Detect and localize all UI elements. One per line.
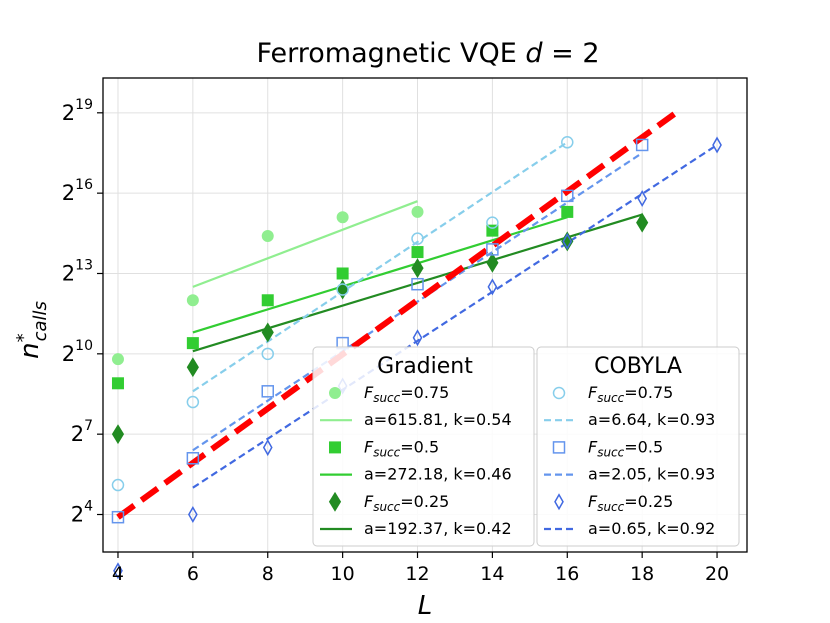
legend-cobyla-title: COBYLA — [594, 354, 682, 379]
point-g025 — [261, 322, 274, 343]
x-tick-label: 6 — [187, 563, 199, 585]
point-c025 — [187, 505, 198, 524]
fit-line-g075 — [192, 200, 418, 288]
point-c075 — [561, 136, 574, 149]
x-tick-label: 14 — [480, 563, 504, 585]
point-c025 — [262, 439, 273, 457]
point-c05 — [111, 510, 125, 524]
point-g075 — [261, 230, 274, 242]
point-c075 — [186, 395, 200, 409]
point-c05 — [486, 243, 499, 256]
x-axis-label: L — [418, 591, 433, 621]
point-g025 — [111, 424, 125, 445]
point-c05 — [186, 452, 200, 465]
point-c05 — [261, 385, 274, 398]
legend-label: a=2.05, k=0.93 — [588, 465, 715, 484]
y-tick-label: 210 — [62, 338, 93, 366]
legend-cobyla-box — [536, 346, 740, 547]
fit-line-c025 — [192, 144, 718, 489]
point-c025 — [412, 329, 423, 347]
point-g025 — [336, 279, 349, 300]
point-c025 — [113, 562, 123, 580]
legend-label: a=6.64, k=0.93 — [588, 410, 715, 429]
y-axis-label: n*calls — [13, 301, 51, 359]
legend-marker-g025 — [328, 491, 342, 512]
legend-label: a=615.81, k=0.54 — [364, 410, 512, 429]
point-g05 — [486, 224, 499, 237]
point-g05 — [561, 205, 574, 218]
point-c075 — [111, 478, 125, 492]
fit-line-g05 — [192, 216, 568, 334]
x-tick-label: 8 — [262, 563, 274, 585]
point-c025 — [712, 136, 722, 154]
x-tick-label: 10 — [331, 563, 355, 585]
point-g075 — [186, 294, 199, 307]
y-tick-label: 27 — [71, 418, 93, 446]
point-c05 — [561, 189, 574, 203]
legend-label: Fsucc=0.5 — [588, 437, 663, 459]
point-c025 — [487, 278, 498, 296]
x-tick-label: 4 — [112, 563, 124, 585]
legend-label: Fsucc=0.75 — [588, 383, 673, 405]
point-g05 — [111, 377, 124, 390]
legend-marker-g05 — [329, 441, 341, 454]
legend-label: Fsucc=0.25 — [588, 492, 673, 514]
point-c075 — [486, 216, 499, 229]
point-g025 — [411, 258, 424, 279]
legend-gradient: Gradient Fsucc=0.75 a=615.81, k=0.54 Fsucc… — [312, 346, 535, 547]
point-g05 — [186, 337, 199, 350]
legend-marker-c05 — [552, 441, 566, 454]
y-tick-label: 24 — [71, 499, 93, 527]
x-tick-label: 12 — [405, 563, 429, 585]
y-tick-label: 216 — [62, 177, 93, 205]
y-axis: 24 27 210 213 216 219 — [62, 97, 103, 527]
data-points — [111, 136, 722, 580]
plot-frame — [102, 77, 748, 553]
legend-marker-c025 — [554, 493, 564, 511]
legend-marker-g075 — [329, 387, 341, 399]
legend-label: a=0.65, k=0.92 — [588, 519, 715, 538]
fit-line-c05 — [192, 152, 643, 452]
grid — [103, 78, 747, 552]
y-tick-label: 213 — [62, 257, 93, 285]
legend-marker-c075 — [552, 386, 566, 400]
legend-gradient-box — [312, 346, 535, 547]
chart-title: Ferromagnetic VQE d = 2 — [256, 38, 599, 69]
point-g075 — [111, 353, 124, 366]
point-c075 — [411, 232, 424, 245]
point-g025 — [561, 231, 574, 252]
point-g05 — [336, 267, 349, 280]
point-g025 — [486, 252, 499, 273]
point-g025 — [186, 357, 199, 378]
point-g075 — [336, 211, 349, 224]
x-axis: 4 6 8 10 12 14 16 18 20 — [112, 552, 729, 585]
legend-gradient-title: Gradient — [377, 354, 473, 379]
fit-line-c075 — [192, 141, 568, 393]
point-c025 — [562, 232, 573, 250]
point-g05 — [411, 246, 424, 259]
legend-label: Fsucc=0.75 — [364, 383, 449, 405]
x-tick-label: 18 — [630, 563, 654, 585]
point-g025 — [636, 212, 649, 233]
point-c075 — [336, 283, 349, 296]
legend-label: Fsucc=0.5 — [364, 437, 439, 459]
x-tick-label: 20 — [705, 563, 729, 585]
point-c05 — [635, 138, 649, 152]
x-tick-label: 16 — [555, 563, 579, 585]
y-tick-label: 219 — [62, 97, 93, 125]
point-c025 — [637, 189, 648, 208]
legend-label: a=192.37, k=0.42 — [364, 519, 512, 538]
legend-label: a=272.18, k=0.46 — [364, 465, 512, 484]
point-g075 — [411, 205, 424, 218]
point-c075 — [261, 347, 274, 361]
legend-cobyla: COBYLA Fsucc=0.75 a=6.64, k=0.93 Fsucc=0.5… — [536, 346, 740, 547]
point-c05 — [411, 277, 424, 291]
point-g05 — [261, 294, 274, 307]
legend-label: Fsucc=0.25 — [364, 492, 449, 514]
